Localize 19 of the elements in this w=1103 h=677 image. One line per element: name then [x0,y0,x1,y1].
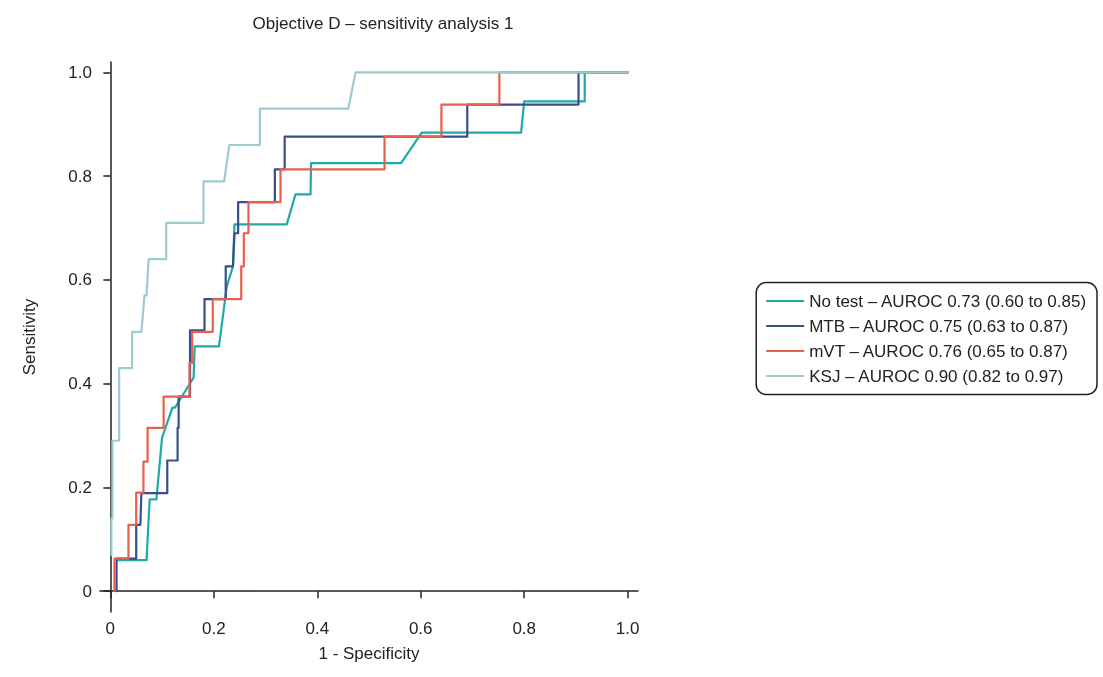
y-tick-label: 0.2 [68,477,92,497]
y-tick-label: 0 [82,581,92,601]
x-tick-label: 0.8 [512,619,537,638]
y-axis-title: Sensitivity [20,298,39,376]
y-tick-label: 0.4 [68,374,92,394]
y-tick-label: 0.6 [68,270,92,290]
x-tick-label: 0.6 [408,619,433,638]
x-tick-label: 0.2 [201,619,226,638]
legend-label: KSJ – AUROC 0.90 (0.82 to 0.97) [809,366,1064,386]
x-tick-label: 0 [105,619,116,638]
y-tick-label: 0.8 [68,166,92,186]
legend-label: MTB – AUROC 0.75 (0.63 to 0.87) [809,316,1069,336]
x-axis-title: 1 - Specificity [318,644,421,663]
y-tick-label: 1.0 [68,62,92,82]
chart-title: Objective D – sensitivity analysis 1 [252,14,514,33]
legend-label: mVT – AUROC 0.76 (0.65 to 0.87) [809,341,1068,361]
x-tick-label: 1.0 [615,619,640,638]
x-tick-label: 0.4 [305,619,330,638]
legend-label: No test – AUROC 0.73 (0.60 to 0.85) [809,291,1087,311]
